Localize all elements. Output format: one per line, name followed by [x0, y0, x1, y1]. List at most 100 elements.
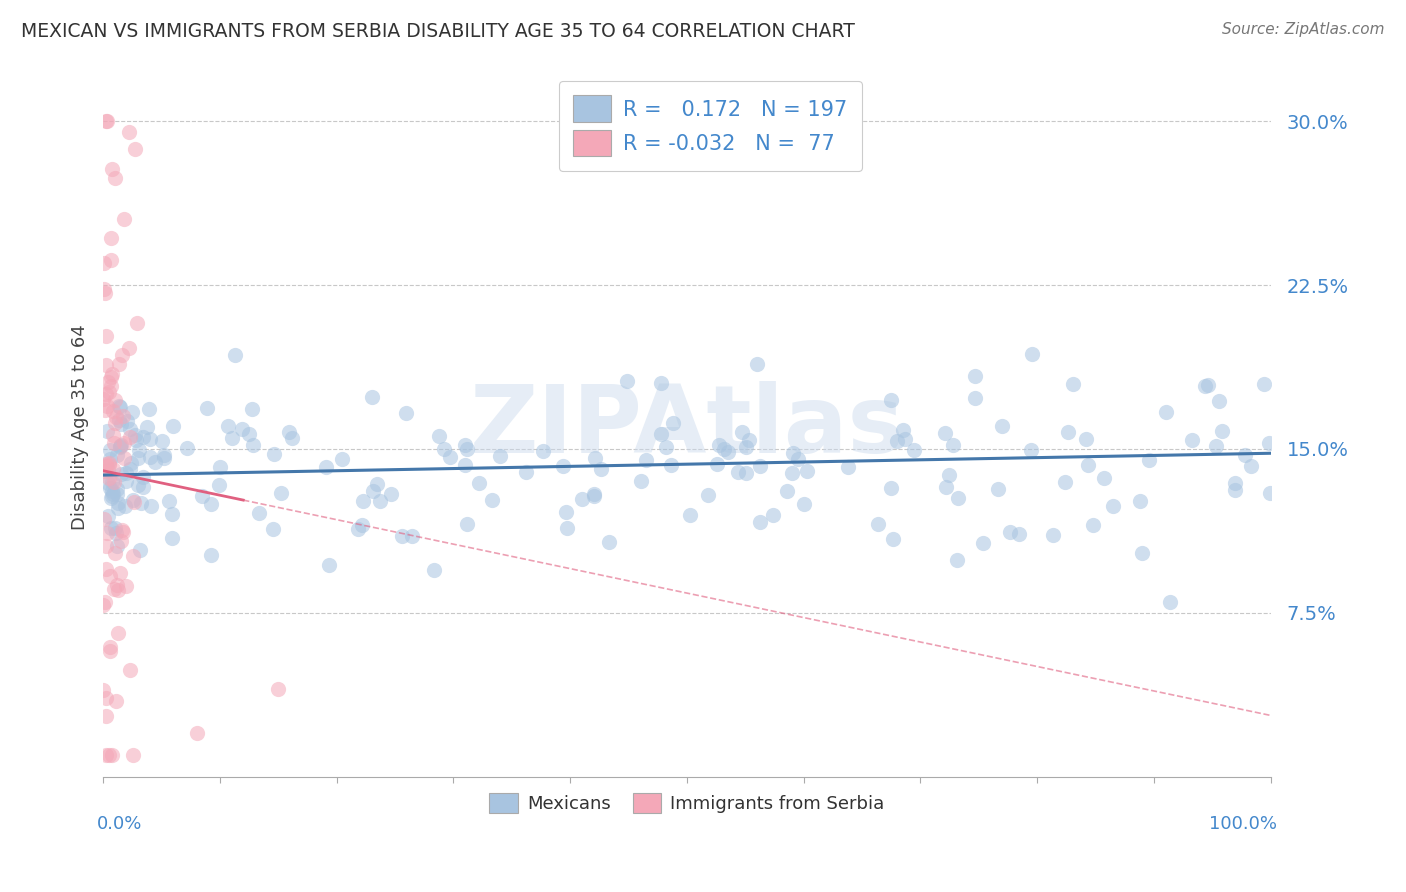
- Point: [96, 526, 118, 541]
- Point: [104, 171, 127, 186]
- Point: [94, 747, 117, 762]
- Point: [94, 358, 117, 372]
- Point: [93, 598, 115, 612]
- Point: [1042, 528, 1064, 542]
- Point: [127, 316, 149, 330]
- Point: [124, 142, 146, 156]
- Point: [200, 548, 222, 562]
- Y-axis label: Disability Age 35 to 64: Disability Age 35 to 64: [72, 324, 89, 530]
- Point: [107, 400, 129, 414]
- Point: [122, 495, 145, 509]
- Point: [696, 488, 718, 502]
- Point: [107, 501, 129, 516]
- Point: [242, 438, 264, 452]
- Point: [1159, 595, 1181, 609]
- Point: [735, 440, 758, 454]
- Point: [361, 390, 384, 404]
- Point: [114, 499, 136, 513]
- Point: [108, 440, 131, 454]
- Point: [238, 427, 260, 442]
- Point: [662, 417, 685, 431]
- Point: [366, 476, 388, 491]
- Point: [749, 515, 772, 529]
- Point: [1211, 424, 1233, 438]
- Point: [93, 683, 115, 698]
- Point: [110, 401, 132, 415]
- Point: [630, 474, 652, 488]
- Point: [583, 450, 606, 465]
- Point: [240, 401, 263, 416]
- Point: [427, 429, 450, 443]
- Text: ZIPAtlas: ZIPAtlas: [470, 381, 904, 473]
- Point: [118, 462, 141, 476]
- Point: [1205, 439, 1227, 453]
- Point: [96, 114, 118, 128]
- Point: [903, 442, 925, 457]
- Point: [582, 486, 605, 500]
- Point: [107, 625, 129, 640]
- Point: [112, 212, 135, 227]
- Point: [330, 452, 353, 467]
- Point: [114, 466, 136, 480]
- Point: [361, 483, 384, 498]
- Point: [105, 539, 128, 553]
- Point: [935, 480, 957, 494]
- Point: [1130, 546, 1153, 560]
- Point: [127, 451, 149, 466]
- Point: [945, 553, 967, 567]
- Point: [221, 431, 243, 445]
- Point: [247, 507, 270, 521]
- Point: [776, 484, 799, 499]
- Point: [160, 531, 183, 545]
- Point: [120, 456, 142, 470]
- Point: [636, 453, 658, 467]
- Point: [1063, 377, 1085, 392]
- Point: [110, 534, 132, 549]
- Point: [105, 486, 128, 500]
- Point: [278, 425, 301, 439]
- Point: [100, 252, 122, 267]
- Point: [423, 563, 446, 577]
- Point: [1057, 425, 1080, 440]
- Point: [94, 562, 117, 576]
- Point: [481, 492, 503, 507]
- Point: [886, 434, 908, 448]
- Point: [129, 543, 152, 558]
- Point: [139, 432, 162, 446]
- Point: [963, 369, 986, 384]
- Point: [270, 486, 292, 500]
- Text: 100.0%: 100.0%: [1209, 815, 1277, 833]
- Point: [101, 427, 124, 442]
- Point: [91, 392, 114, 407]
- Point: [139, 450, 162, 464]
- Point: [727, 465, 749, 479]
- Point: [105, 410, 128, 425]
- Point: [104, 525, 127, 540]
- Point: [866, 517, 889, 532]
- Point: [97, 384, 120, 399]
- Point: [101, 484, 124, 499]
- Point: [94, 595, 117, 609]
- Point: [1129, 494, 1152, 508]
- Point: [96, 400, 118, 414]
- Point: [1021, 346, 1043, 360]
- Point: [112, 525, 135, 540]
- Point: [679, 508, 702, 522]
- Point: [127, 477, 149, 491]
- Point: [1208, 394, 1230, 409]
- Point: [717, 445, 740, 459]
- Point: [456, 517, 478, 532]
- Point: [1197, 378, 1219, 392]
- Point: [110, 437, 132, 451]
- Point: [531, 443, 554, 458]
- Point: [103, 487, 125, 501]
- Point: [129, 496, 152, 510]
- Point: [115, 474, 138, 488]
- Point: [782, 446, 804, 460]
- Point: [122, 549, 145, 563]
- Point: [991, 418, 1014, 433]
- Point: [120, 422, 142, 436]
- Point: [946, 491, 969, 505]
- Point: [352, 518, 374, 533]
- Point: [162, 418, 184, 433]
